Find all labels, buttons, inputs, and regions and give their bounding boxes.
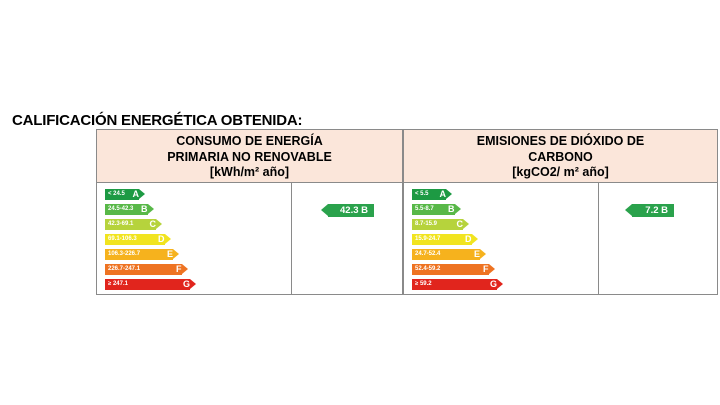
- rating-letter: B: [448, 204, 455, 214]
- rating-bar-e: 24.7-52.4 E: [412, 249, 486, 260]
- rating-letter: C: [149, 219, 157, 229]
- rating-range-label: 106.3-226.7: [108, 251, 141, 257]
- rating-range-label: 24.5-42.3: [108, 206, 134, 212]
- rating-bar-c: 8.7-15.9 C: [412, 219, 469, 230]
- rating-bar-g: ≥ 247.1 G: [105, 279, 196, 290]
- rating-range-label: 226.7-247.1: [108, 266, 141, 272]
- rating-bar-c: 42.3-69.1 C: [105, 219, 162, 230]
- rating-arrow-tip: [446, 189, 452, 199]
- energy-result-cell: 42.3 B: [292, 183, 402, 294]
- energy-consumption-heading: CONSUMO DE ENERGÍA PRIMARIA NO RENOVABLE…: [97, 130, 402, 183]
- rating-arrow-tip: [463, 219, 469, 229]
- energy-result-value: 42.3 B: [340, 205, 368, 216]
- rating-letter: E: [166, 249, 173, 259]
- rating-arrow-tip: [488, 264, 495, 274]
- rating-range-label: 8.7-15.9: [415, 221, 438, 227]
- heading-line-1: EMISIONES DE DIÓXIDO DE: [476, 134, 645, 148]
- rating-range-label: 52.4-59.2: [415, 266, 441, 272]
- rating-bar-d: 15.9-24.7 D: [412, 234, 478, 245]
- rating-arrow-tip: [190, 279, 196, 289]
- rating-arrow-tip: [497, 279, 503, 289]
- rating-range-label: 5.5-8.7: [415, 206, 434, 212]
- rating-arrow-tip: [181, 264, 188, 274]
- rating-range-label: ≥ 59.2: [415, 281, 432, 287]
- rating-range-label: < 5.5: [415, 191, 429, 197]
- rating-arrow-tip: [454, 204, 461, 214]
- co2-emissions-heading: EMISIONES DE DIÓXIDO DE CARBONO [kgCO2/ …: [404, 130, 717, 183]
- rating-arrow-tip: [480, 249, 486, 259]
- rating-arrow-tip: [173, 249, 179, 259]
- rating-letter: B: [141, 204, 148, 214]
- co2-result-cell: 7.2 B: [599, 183, 717, 294]
- co2-result-value: 7.2 B: [645, 205, 668, 216]
- rating-bar-b: 24.5-42.3 B: [105, 204, 154, 215]
- rating-letter: A: [439, 189, 447, 199]
- energy-consumption-panel: CONSUMO DE ENERGÍA PRIMARIA NO RENOVABLE…: [96, 129, 403, 295]
- rating-letter: F: [176, 264, 182, 274]
- rating-bar-g: ≥ 59.2 G: [412, 279, 503, 290]
- rating-letter: C: [456, 219, 464, 229]
- rating-range-label: ≥ 247.1: [108, 281, 128, 287]
- rating-bar-b: 5.5-8.7 B: [412, 204, 461, 215]
- rating-arrow-tip: [139, 189, 145, 199]
- rating-range-label: 69.1-106.3: [108, 236, 137, 242]
- energy-result-indicator: 42.3 B: [321, 204, 374, 217]
- rating-bar-f: 226.7-247.1 F: [105, 264, 188, 275]
- rating-range-label: 24.7-52.4: [415, 251, 441, 257]
- co2-result-indicator: 7.2 B: [625, 204, 674, 217]
- co2-scale: < 5.5 A 5.5-8.7 B 8.7-15.9 C 15.9-24.7 D 24.7-52…: [404, 183, 599, 294]
- rating-bar-d: 69.1-106.3 D: [105, 234, 171, 245]
- rating-bar-a: < 24.5 A: [105, 189, 145, 200]
- rating-bar-a: < 5.5 A: [412, 189, 452, 200]
- rating-arrow-tip: [147, 204, 154, 214]
- heading-line-2: PRIMARIA NO RENOVABLE: [167, 149, 332, 164]
- rating-letter: D: [158, 234, 165, 244]
- rating-letter: G: [489, 279, 497, 289]
- rating-letter: E: [473, 249, 480, 259]
- rating-arrow-tip: [471, 234, 478, 244]
- rating-range-label: 15.9-24.7: [415, 236, 441, 242]
- page-title: CALIFICACIÓN ENERGÉTICA OBTENIDA:: [12, 112, 303, 129]
- rating-bar-e: 106.3-226.7 E: [105, 249, 179, 260]
- co2-emissions-panel: EMISIONES DE DIÓXIDO DE CARBONO [kgCO2/ …: [403, 129, 718, 295]
- rating-arrow-tip: [164, 234, 171, 244]
- rating-letter: A: [132, 189, 140, 199]
- rating-letter: D: [465, 234, 472, 244]
- heading-unit: [kWh/m² año]: [209, 165, 290, 179]
- rating-letter: G: [182, 279, 190, 289]
- heading-unit: [kgCO2/ m² año]: [512, 165, 609, 179]
- heading-line-1: CONSUMO DE ENERGÍA: [176, 134, 323, 148]
- heading-line-2: CARBONO: [528, 149, 593, 164]
- rating-bar-f: 52.4-59.2 F: [412, 264, 495, 275]
- rating-range-label: < 24.5: [108, 191, 125, 197]
- rating-arrow-tip: [156, 219, 162, 229]
- energy-scale: < 24.5 A 24.5-42.3 B 42.3-69.1 C 69.1-106.3 D 10…: [97, 183, 292, 294]
- rating-letter: F: [483, 264, 489, 274]
- rating-range-label: 42.3-69.1: [108, 221, 134, 227]
